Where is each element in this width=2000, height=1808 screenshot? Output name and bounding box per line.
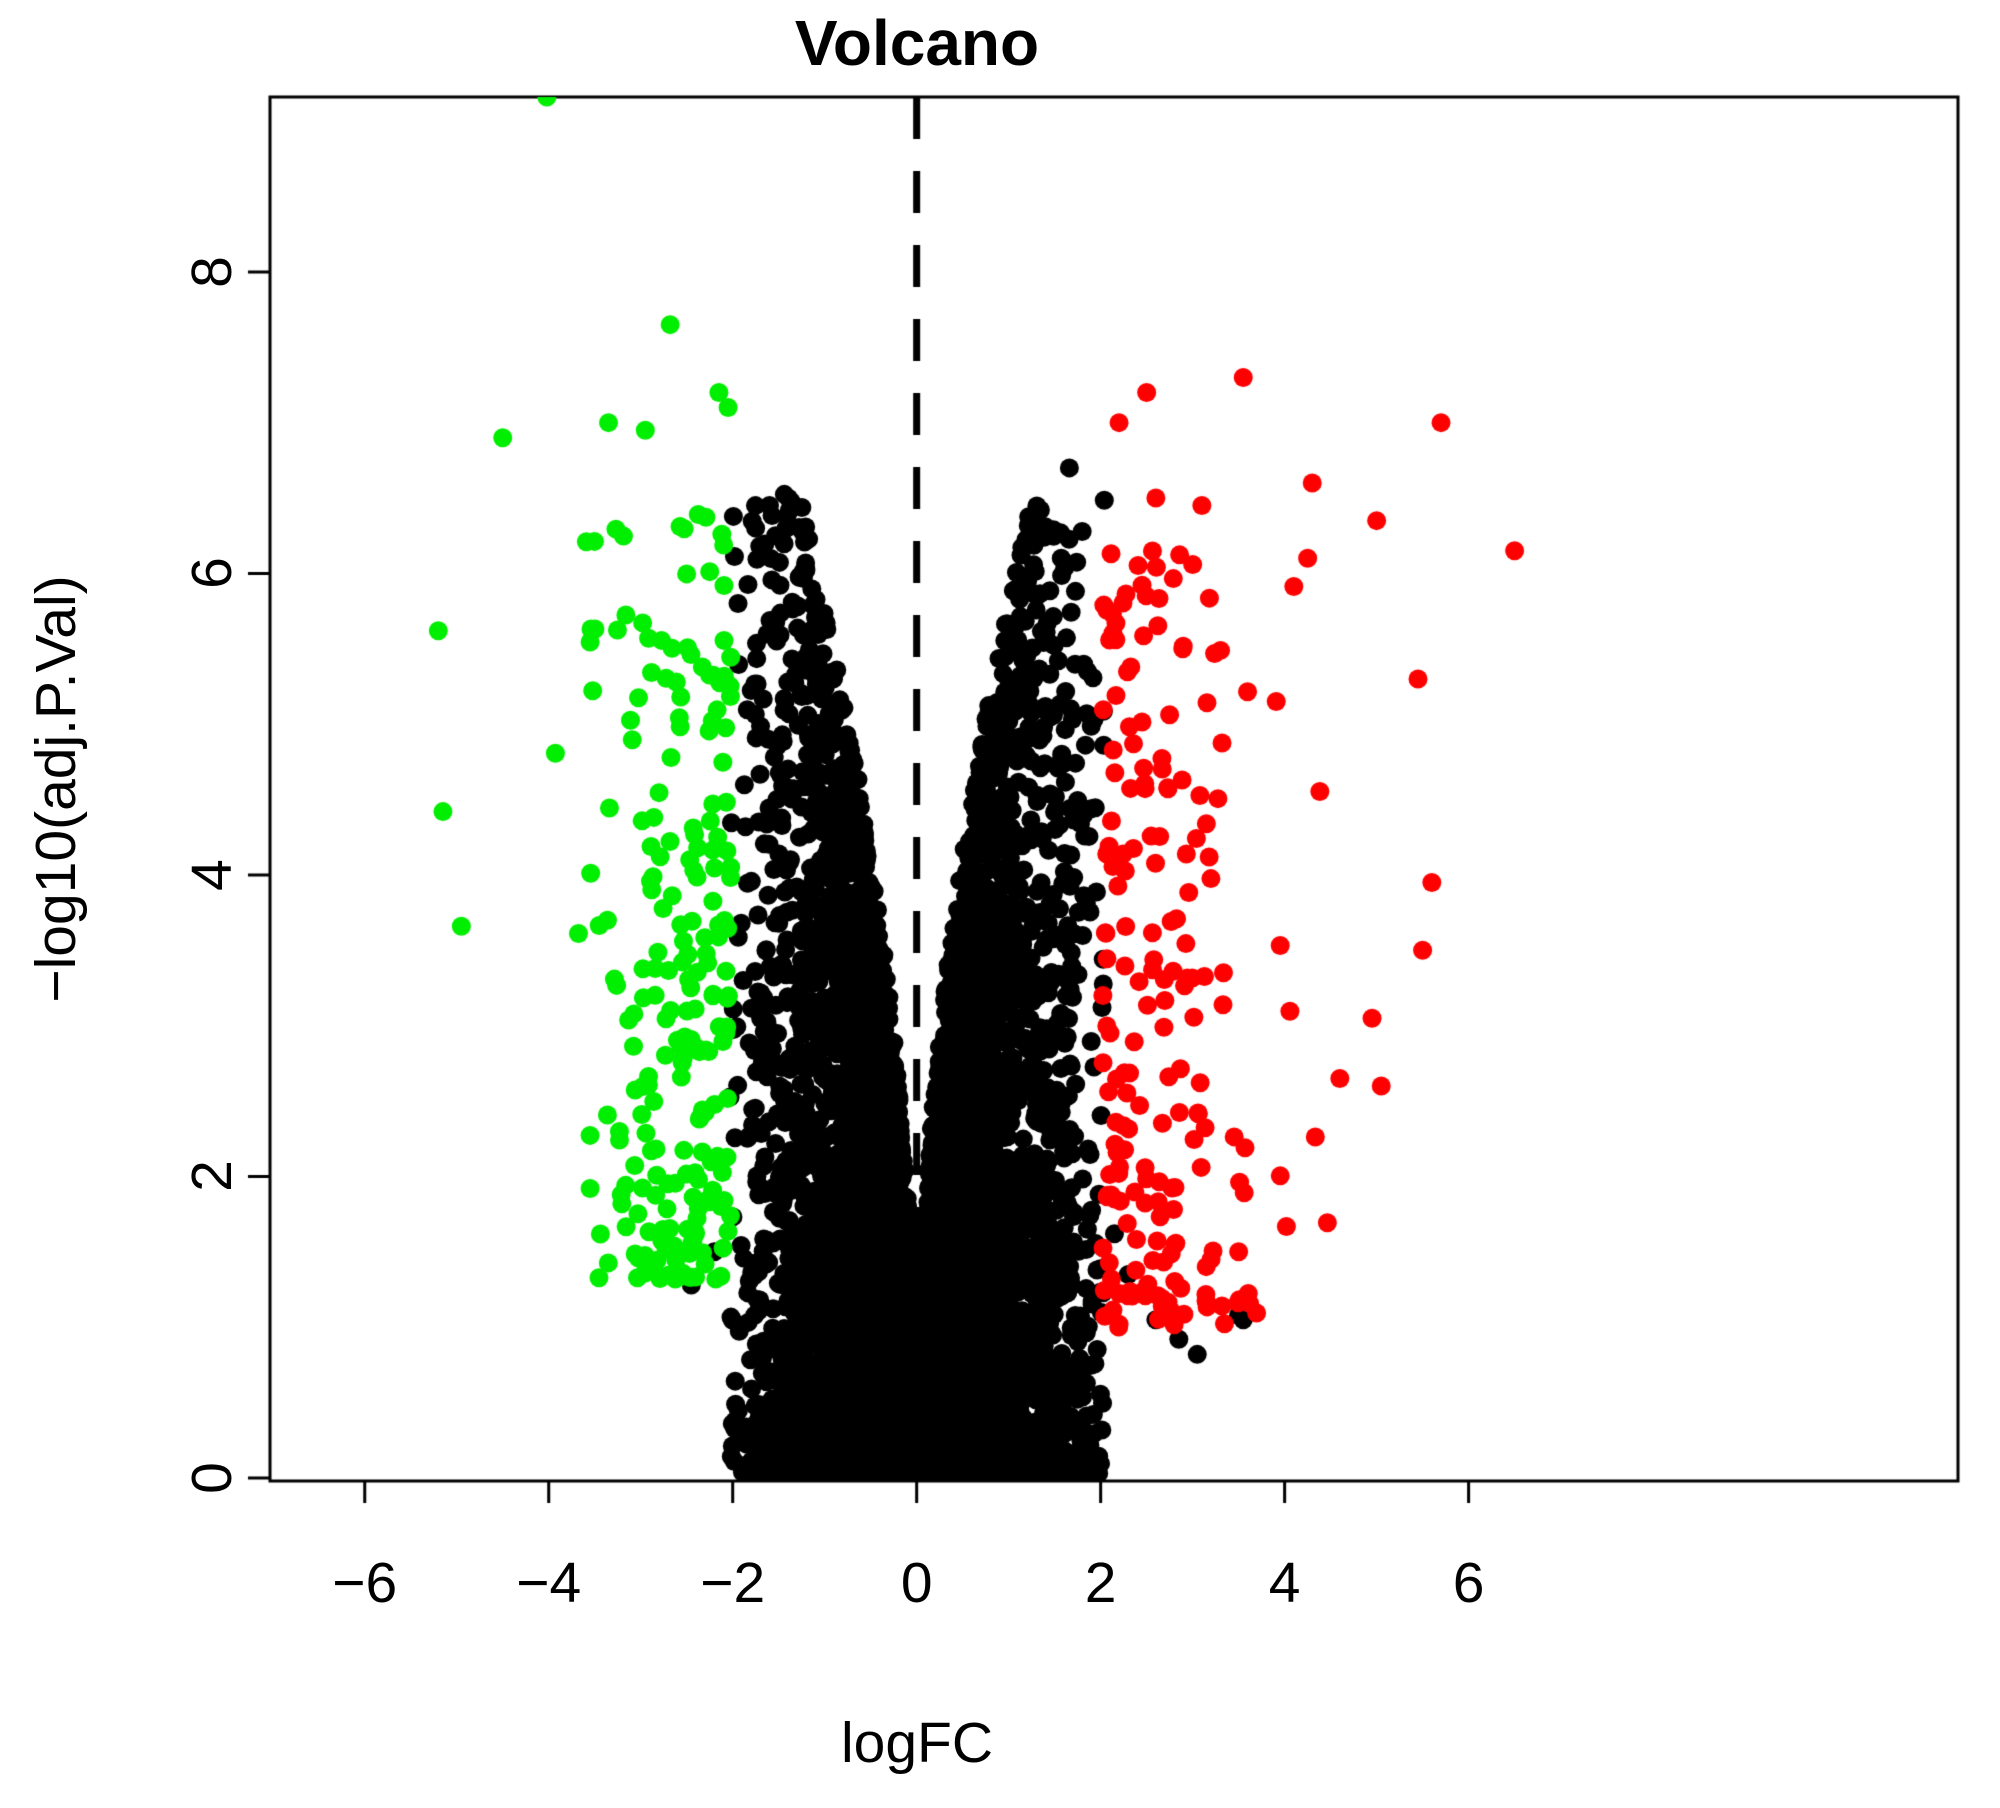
chart-title: Volcano xyxy=(794,7,1040,79)
x-axis-label: logFC xyxy=(840,1711,994,1775)
y-axis-label: −log10(adj.P.Val) xyxy=(24,575,88,1003)
